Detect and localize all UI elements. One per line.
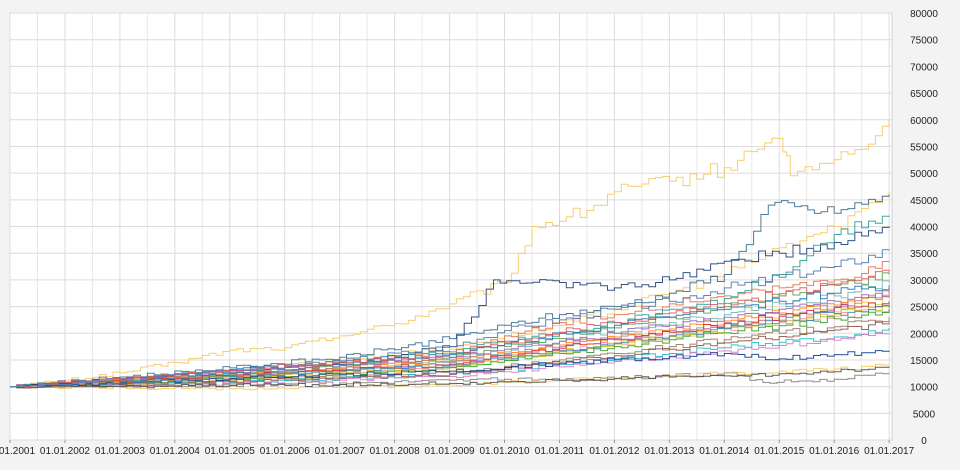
x-tick-label: 01.01.2010	[479, 446, 529, 457]
y-tick-label: 25000	[910, 303, 938, 314]
x-tick-label: 01.01.2005	[205, 446, 255, 457]
y-tick-label: 5000	[913, 409, 936, 420]
y-tick-label: 15000	[910, 356, 938, 367]
x-axis: 01.01.2001 01.01.2002 01.01.2003 01.01.2004…	[0, 440, 915, 457]
y-tick-label: 70000	[910, 62, 938, 73]
x-tick-label: 01.01.2014	[699, 446, 749, 457]
x-tick-label: 01.01.2011	[535, 446, 585, 457]
x-tick-label: 01.01.2016	[809, 446, 859, 457]
y-tick-label: 30000	[910, 276, 938, 287]
y-tick-label: 10000	[910, 383, 938, 394]
series-lines	[10, 119, 890, 391]
x-tick-label: 01.01.2015	[754, 446, 804, 457]
series-line	[10, 119, 890, 388]
y-tick-label: 35000	[910, 249, 938, 260]
x-tick-label: 01.01.2017	[864, 446, 914, 457]
x-tick-label: 01.01.2007	[315, 446, 365, 457]
series-line	[10, 292, 890, 388]
y-tick-label: 75000	[910, 36, 938, 47]
y-tick-label: 20000	[910, 329, 938, 340]
x-tick-label: 01.01.2001	[0, 446, 35, 457]
y-tick-label: 60000	[910, 116, 938, 127]
y-tick-label: 40000	[910, 223, 938, 234]
x-tick-label: 01.01.2004	[150, 446, 200, 457]
y-tick-label: 0	[921, 436, 927, 447]
x-tick-label: 01.01.2008	[370, 446, 420, 457]
x-tick-label: 01.01.2009	[425, 446, 475, 457]
series-line	[10, 372, 890, 389]
y-axis: 0 5000 10000 15000 20000 25000 30000 35000 40000…	[910, 9, 938, 447]
x-tick-label: 01.01.2012	[589, 446, 639, 457]
x-tick-label: 01.01.2002	[40, 446, 90, 457]
y-tick-label: 65000	[910, 89, 938, 100]
x-tick-label: 01.01.2003	[95, 446, 145, 457]
y-tick-label: 80000	[910, 9, 938, 20]
y-tick-label: 55000	[910, 142, 938, 153]
y-tick-label: 45000	[910, 196, 938, 207]
series-line	[10, 194, 890, 388]
y-tick-label: 50000	[910, 169, 938, 180]
x-tick-label: 01.01.2013	[644, 446, 694, 457]
series-line	[10, 304, 890, 388]
series-line	[10, 363, 890, 391]
x-tick-label: 01.01.2006	[260, 446, 310, 457]
series-line	[10, 269, 890, 388]
series-line	[10, 350, 890, 389]
series-line	[10, 366, 890, 389]
